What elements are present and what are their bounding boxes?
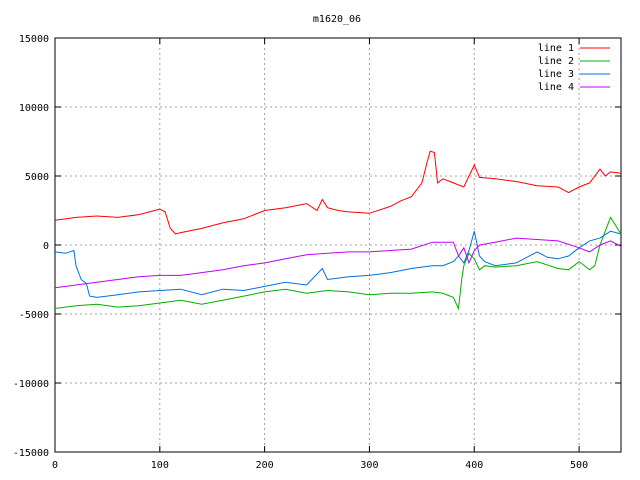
legend-label: line 4 [538, 82, 574, 93]
grid-lines [55, 38, 621, 452]
chart-title: m1620_06 [313, 14, 361, 25]
x-tick-label: 100 [151, 460, 169, 471]
x-tick-label: 300 [360, 460, 378, 471]
line-2-series [54, 216, 622, 311]
y-tick-label: 0 [43, 241, 49, 252]
line-3-series [54, 230, 622, 298]
y-tick-label: -15000 [13, 448, 49, 459]
legend-label: line 2 [538, 56, 574, 67]
x-tick-label: 500 [570, 460, 588, 471]
y-tick-label: 10000 [19, 103, 49, 114]
y-tick-label: -5000 [19, 310, 49, 321]
y-tick-label: -10000 [13, 379, 49, 390]
x-tick-label: 400 [465, 460, 483, 471]
series-lines [54, 150, 622, 311]
legend: line 1 line 2 line 3 line 4 [538, 43, 610, 93]
line-4-series [54, 237, 622, 289]
x-tick-label: 200 [256, 460, 274, 471]
y-tick-label: 15000 [19, 34, 49, 45]
legend-label: line 3 [538, 69, 574, 80]
legend-label: line 1 [538, 43, 574, 54]
y-tick-label: 5000 [25, 172, 49, 183]
x-tick-label: 0 [52, 460, 58, 471]
line-1-series [54, 150, 622, 235]
axis-ticks: 0 100 200 300 400 500 -15000 -10000 -5000 0 5000 10… [13, 34, 621, 471]
